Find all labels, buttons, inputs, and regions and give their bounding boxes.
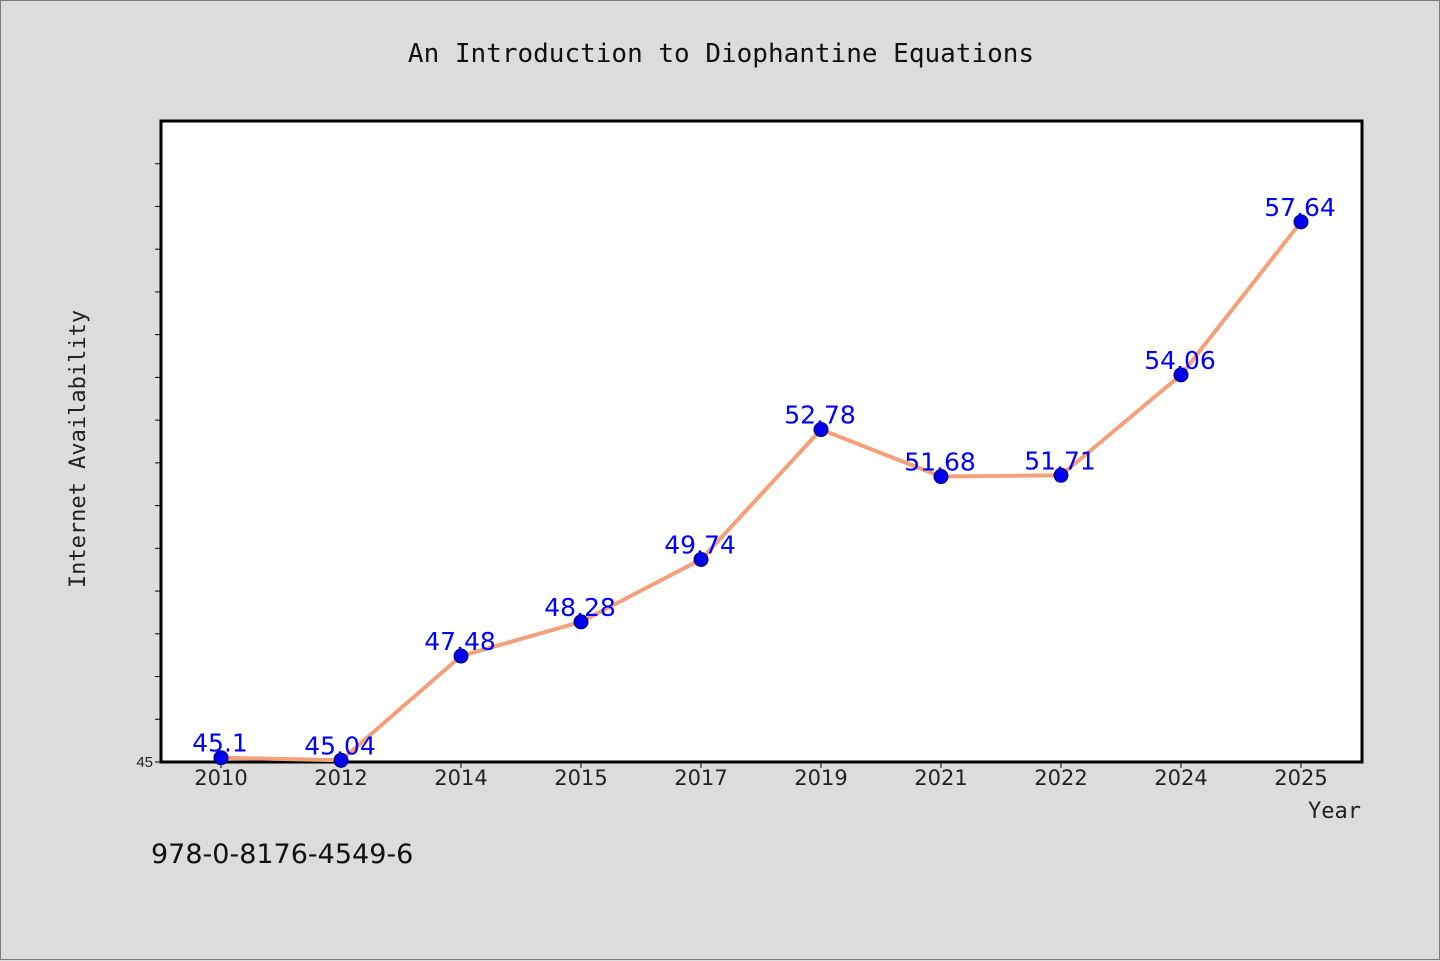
data-label: 51.71 [1024,446,1096,475]
y-axis-label: Internet Availability [66,310,91,588]
chart-title: An Introduction to Diophantine Equations [408,39,1034,69]
data-point [1293,214,1309,230]
x-tick-label: 2021 [914,766,967,790]
data-point [1053,467,1069,483]
data-label: 54.06 [1144,346,1216,375]
y-axis-ticks [155,163,161,763]
data-point [933,469,949,485]
data-point [213,750,229,766]
data-point [693,551,709,567]
x-tick-label: 2010 [194,766,247,790]
x-axis-label: Year [1308,799,1361,824]
series-line [220,220,1303,763]
data-label: 57.64 [1264,193,1336,222]
x-tick-label: 2025 [1274,766,1327,790]
data-point [1173,367,1189,383]
plot-area [159,119,1364,764]
x-tick-label: 2012 [314,766,367,790]
x-tick-label: 2015 [554,766,607,790]
data-labels: 45.1 45.04 47.48 48.28 49.74 52.78 51.68 51.71 5… [192,193,1336,760]
data-label: 45.1 [192,729,248,758]
data-label: 52.78 [784,401,856,430]
data-point [813,422,829,438]
x-tick-label: 2022 [1034,766,1087,790]
data-label: 51.68 [904,448,976,477]
isbn-footer: 978-0-8176-4549-6 [151,839,413,870]
x-tick-label: 2017 [674,766,727,790]
data-label: 45.04 [304,731,376,760]
data-point [453,648,469,664]
x-tick-label: 2014 [434,766,487,790]
data-point [333,752,349,768]
x-tick-label: 2024 [1154,766,1207,790]
data-label: 48.28 [544,593,616,622]
data-point [573,614,589,630]
series-markers [213,214,1309,768]
x-tick-label: 2019 [794,766,847,790]
y-tick-label-min: 45 [136,754,153,771]
data-label: 49.74 [664,530,736,559]
x-axis-ticks: 2010 2012 2014 2015 2017 2019 2021 2022 2024 2025 [194,762,1328,790]
data-label: 47.48 [424,627,496,656]
